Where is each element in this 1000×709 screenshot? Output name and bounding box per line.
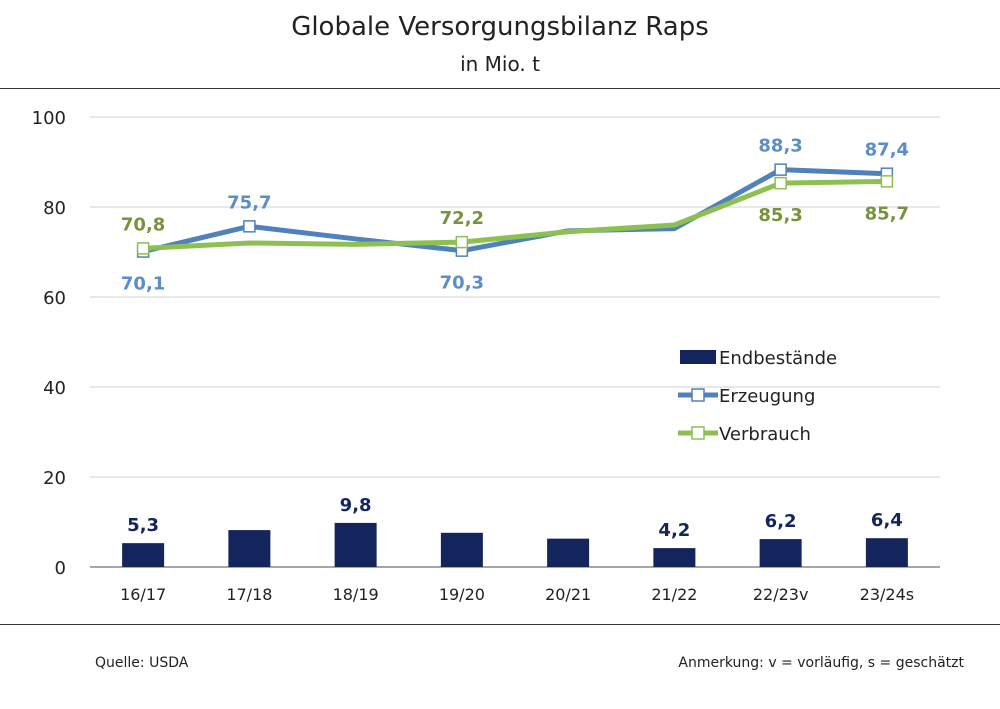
y-tick-label: 60 <box>43 288 66 309</box>
legend-marker <box>691 426 705 440</box>
y-tick-label: 40 <box>43 378 66 399</box>
bar-endbestaende <box>865 538 908 567</box>
x-tick-label: 23/24s <box>860 585 914 604</box>
marker-verbrauch <box>136 242 150 255</box>
legend-marker <box>691 388 705 402</box>
chart-title: Globale Versorgungsbilanz Raps <box>291 12 709 42</box>
legend-label: Verbrauch <box>719 424 811 445</box>
marker-erzeugung <box>774 163 787 176</box>
line-data-label: 87,4 <box>865 140 909 161</box>
marker-verbrauch <box>880 175 894 188</box>
legend-swatch-endbestaende <box>680 350 716 364</box>
line-erzeugung <box>142 167 887 254</box>
bar-endbestaende <box>653 548 696 567</box>
line-data-label: 70,1 <box>121 274 165 295</box>
line-data-label: 70,8 <box>121 214 165 235</box>
x-tick-label: 19/20 <box>439 585 485 604</box>
bar-data-label: 9,8 <box>340 495 372 516</box>
y-tick-label: 100 <box>32 108 66 129</box>
bar-endbestaende <box>547 538 590 567</box>
bar-endbestaende <box>334 522 377 567</box>
bar-endbestaende <box>440 532 483 567</box>
x-tick-label: 20/21 <box>545 585 591 604</box>
y-tick-label: 20 <box>43 468 66 489</box>
line-data-label: 88,3 <box>758 136 802 157</box>
bottom-rule <box>0 624 1000 625</box>
x-tick-label: 18/19 <box>333 585 379 604</box>
line-data-label: 72,2 <box>440 208 484 229</box>
bar-endbestaende <box>759 539 802 567</box>
marker-verbrauch <box>774 176 787 190</box>
marker-erzeugung <box>243 220 256 233</box>
x-tick-label: 22/23v <box>753 585 809 604</box>
x-tick-label: 17/18 <box>226 585 272 604</box>
legend-label: Endbestände <box>719 348 837 369</box>
top-rule <box>0 88 1000 89</box>
x-tick-label: 16/17 <box>120 585 166 604</box>
bar-data-label: 5,3 <box>127 515 159 536</box>
bar-endbestaende <box>122 543 165 567</box>
source-note: Quelle: USDA <box>95 655 189 671</box>
y-tick-label: 80 <box>43 198 66 219</box>
legend-label: Erzeugung <box>719 386 815 407</box>
bar-endbestaende <box>228 530 271 567</box>
x-tick-label: 21/22 <box>651 585 697 604</box>
marker-verbrauch <box>455 235 469 249</box>
annotation-note: Anmerkung: v = vorläufig, s = geschätzt <box>678 655 964 671</box>
bar-data-label: 6,2 <box>765 511 797 532</box>
line-data-label: 85,7 <box>865 203 909 224</box>
chart-subtitle: in Mio. t <box>460 52 540 76</box>
line-data-label: 70,3 <box>440 273 484 294</box>
line-verbrauch <box>142 178 887 251</box>
y-tick-label: 0 <box>55 558 66 579</box>
bar-data-label: 4,2 <box>658 520 690 541</box>
bar-data-label: 6,4 <box>871 510 903 531</box>
line-data-label: 75,7 <box>227 192 271 213</box>
line-data-label: 85,3 <box>758 205 802 226</box>
